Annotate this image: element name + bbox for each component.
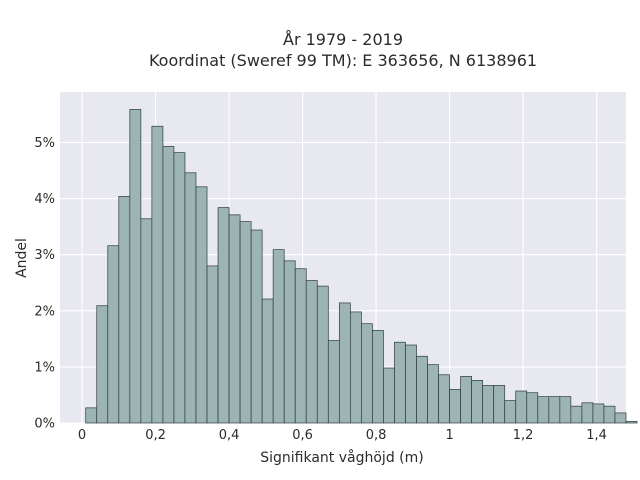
histogram-bar-18 — [283, 260, 296, 424]
histogram-bar-15 — [250, 229, 263, 424]
histogram-bar-3 — [118, 195, 131, 424]
histogram-bar-31 — [427, 364, 439, 424]
histogram-bar-35 — [471, 380, 484, 424]
histogram-bar-38 — [504, 400, 517, 424]
histogram-bar-44 — [570, 405, 583, 424]
histogram-bar-24 — [350, 311, 362, 424]
histogram-bar-22 — [327, 340, 340, 424]
histogram-bar-37 — [493, 385, 506, 424]
y-tick-label-5: 5% — [34, 136, 55, 151]
histogram-bar-36 — [482, 385, 495, 424]
x-tick-label-3: 0,6 — [292, 428, 313, 443]
histogram-bar-25 — [361, 323, 373, 424]
x-tick-label-4: 0,8 — [366, 428, 387, 443]
histogram-bar-0 — [85, 407, 98, 424]
histogram-bar-8 — [173, 152, 186, 424]
plot-area: 0 0,2 0,4 0,6 0,8 1 1,2 1,4 0% 1% 2% 3% 4% 5% — [34, 92, 638, 443]
histogram-bar-4 — [129, 109, 142, 424]
x-tick-label-6: 1,2 — [513, 428, 534, 443]
histogram-bar-9 — [184, 172, 197, 424]
histogram-bar-1 — [96, 305, 109, 424]
histogram-bar-28 — [394, 341, 406, 424]
histogram-bar-27 — [383, 367, 395, 424]
x-axis-label: Signifikant våghöjd (m) — [260, 449, 423, 466]
histogram-bar-16 — [261, 298, 274, 424]
histogram-bar-26 — [372, 330, 384, 424]
y-axis-label: Andel — [14, 238, 30, 278]
histogram-bar-41 — [537, 396, 550, 424]
histogram-bar-40 — [526, 392, 539, 424]
histogram-bar-6 — [151, 125, 164, 424]
histogram-bar-49 — [625, 420, 638, 424]
histogram-bar-21 — [316, 285, 329, 424]
histogram-bar-39 — [515, 390, 528, 424]
histogram-bar-11 — [206, 265, 219, 424]
y-tick-label-3: 3% — [34, 248, 55, 263]
y-tick-label-1: 1% — [34, 360, 55, 375]
histogram-bar-10 — [195, 186, 208, 424]
histogram-bar-33 — [449, 388, 461, 424]
x-tick-label-5: 1 — [445, 428, 453, 443]
x-tick-label-1: 0,2 — [145, 428, 166, 443]
x-tick-label-2: 0,4 — [219, 428, 240, 443]
histogram-bar-20 — [305, 280, 318, 424]
y-tick-label-4: 4% — [34, 192, 55, 207]
histogram-bar-19 — [294, 268, 307, 424]
histogram-bar-14 — [239, 221, 252, 424]
y-tick-label-0: 0% — [34, 417, 55, 432]
histogram-bar-46 — [592, 403, 605, 424]
x-tick-label-7: 1,4 — [586, 428, 607, 443]
histogram-bar-13 — [228, 214, 241, 424]
histogram-bar-48 — [614, 412, 627, 424]
y-tick-label-2: 2% — [34, 304, 55, 319]
histogram-bar-42 — [548, 396, 561, 424]
histogram-bar-17 — [272, 249, 285, 424]
histogram-bar-45 — [581, 402, 594, 424]
histogram-bar-30 — [416, 355, 428, 424]
histogram-bar-2 — [107, 245, 120, 424]
histogram-bar-7 — [162, 146, 175, 424]
histogram-bar-34 — [460, 376, 472, 424]
chart-title: År 1979 - 2019 — [283, 30, 403, 49]
histogram-bar-5 — [140, 218, 153, 424]
histogram-bar-29 — [405, 344, 417, 424]
histogram-bar-47 — [603, 405, 616, 424]
histogram-bar-23 — [338, 302, 351, 424]
histogram-bar-32 — [438, 374, 450, 424]
histogram-bar-12 — [217, 207, 230, 424]
x-tick-label-0: 0 — [78, 428, 86, 443]
histogram-bar-43 — [559, 396, 572, 424]
chart-subtitle: Koordinat (Sweref 99 TM): E 363656, N 61… — [149, 51, 537, 70]
